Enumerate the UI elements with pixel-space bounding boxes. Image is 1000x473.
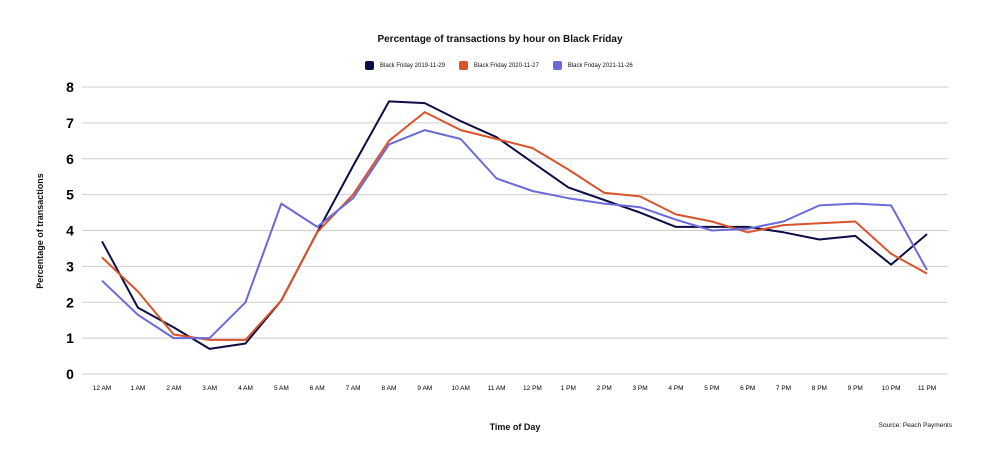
legend-item-2021: Black Friday 2021-11-26 — [552, 61, 633, 70]
y-tick-label-0: 0 — [66, 366, 74, 382]
series-line-2020 — [101, 111, 928, 341]
y-tick-label-3: 3 — [66, 258, 74, 274]
x-axis-label: Time of Day — [489, 422, 541, 432]
y-tick-label-1: 1 — [66, 330, 74, 346]
legend-label-2020: Black Friday 2020-11-27 — [473, 62, 539, 69]
x-tick-label: 10 AM — [451, 385, 469, 392]
y-tick-label-2: 2 — [66, 294, 74, 310]
chart-title: Percentage of transactions by hour on Bl… — [377, 34, 623, 45]
x-tick-label: 12 PM — [523, 385, 542, 392]
legend-item-2020: Black Friday 2020-11-27 — [458, 61, 539, 70]
x-tick-label: 6 PM — [740, 385, 755, 392]
x-tick-label: 2 AM — [166, 385, 181, 392]
x-tick-label: 9 AM — [417, 385, 432, 392]
gridlines — [82, 86, 948, 375]
x-tick-label: 11 AM — [488, 385, 506, 392]
x-tick-label: 7 AM — [346, 385, 361, 392]
legend-label-2019: Black Friday 2019-11-29 — [380, 62, 445, 69]
series-line-2021 — [101, 129, 928, 340]
y-tick-label-7: 7 — [66, 115, 74, 131]
x-tick-label: 3 PM — [632, 385, 647, 392]
x-tick-label: 3 AM — [202, 385, 217, 392]
y-tick-label-6: 6 — [66, 151, 74, 167]
legend: Black Friday 2019-11-29 Black Friday 202… — [365, 61, 633, 70]
y-tick-labels: 0 1 2 3 4 5 6 7 8 — [66, 79, 74, 382]
legend-swatch-2020 — [458, 61, 468, 70]
series-line-2019 — [101, 100, 928, 350]
x-tick-label: 1 AM — [130, 385, 145, 392]
source-note: Source: Peach Payments — [878, 422, 952, 429]
x-tick-label: 8 AM — [382, 385, 397, 392]
legend-swatch-2021 — [552, 61, 562, 70]
legend-label-2021: Black Friday 2021-11-26 — [567, 62, 633, 69]
x-tick-label: 8 PM — [812, 385, 827, 392]
y-tick-label-8: 8 — [66, 79, 74, 95]
x-tick-labels: 12 AM 1 AM 2 AM 3 AM 4 AM 5 AM 6 AM 7 AM 8 AM 9 A… — [93, 385, 936, 392]
y-tick-label-5: 5 — [66, 187, 74, 203]
x-tick-label: 1 PM — [561, 385, 576, 392]
x-tick-label: 2 PM — [597, 385, 612, 392]
x-tick-label: 4 AM — [238, 385, 253, 392]
legend-item-2019: Black Friday 2019-11-29 — [365, 61, 445, 70]
x-tick-label: 5 PM — [704, 385, 719, 392]
x-tick-label: 12 AM — [93, 385, 111, 392]
x-tick-label: 7 PM — [776, 385, 791, 392]
x-tick-label: 6 AM — [310, 385, 325, 392]
legend-swatch-2019 — [365, 61, 374, 70]
y-axis-label: Percentage of transactions — [35, 173, 45, 289]
y-tick-label-4: 4 — [66, 223, 74, 239]
x-tick-label: 11 PM — [918, 385, 936, 392]
series-lines — [101, 100, 928, 350]
x-tick-label: 9 PM — [848, 385, 863, 392]
x-tick-label: 5 AM — [274, 385, 289, 392]
x-tick-label: 4 PM — [668, 385, 683, 392]
x-tick-label: 10 PM — [882, 385, 901, 392]
